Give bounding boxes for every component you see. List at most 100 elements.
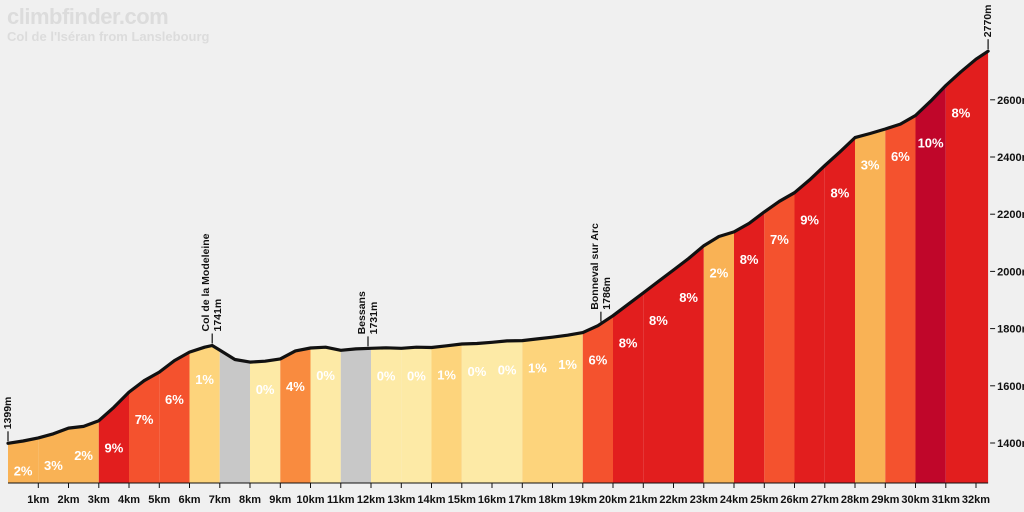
grade-segment-km-10 bbox=[280, 348, 311, 483]
x-tick-label-22: 22km bbox=[659, 494, 687, 506]
x-tick-label-16: 16km bbox=[478, 494, 506, 506]
x-tick-label-2: 2km bbox=[57, 494, 79, 506]
grade-segment-km-14 bbox=[401, 347, 432, 483]
grade-segment-km-1 bbox=[8, 437, 39, 483]
grade-segment-km-26 bbox=[764, 192, 795, 483]
grade-label-km-30: 6% bbox=[891, 149, 910, 164]
waypoint-name-1: Col de la Modeleine bbox=[200, 233, 212, 331]
x-tick-label-24: 24km bbox=[720, 494, 748, 506]
grade-label-km-27: 9% bbox=[800, 213, 819, 228]
x-tick-label-23: 23km bbox=[690, 494, 718, 506]
waypoint-elevation-3: 1786m bbox=[601, 277, 613, 310]
grade-segment-km-8 bbox=[219, 350, 250, 483]
x-tick-label-11: 11km bbox=[327, 494, 355, 506]
x-tick-label-26: 26km bbox=[780, 494, 808, 506]
x-tick-label-21: 21km bbox=[629, 494, 657, 506]
x-tick-label-14: 14km bbox=[417, 494, 445, 506]
grade-label-km-24: 2% bbox=[710, 266, 729, 281]
y-tick-label-0: 1400m bbox=[997, 438, 1024, 450]
y-tick-label-6: 2600m bbox=[997, 95, 1024, 107]
grade-segment-km-17 bbox=[492, 340, 523, 483]
grade-segment-km-22 bbox=[643, 270, 674, 483]
grade-segment-km-21 bbox=[613, 292, 644, 483]
x-tick-label-1: 1km bbox=[27, 494, 49, 506]
grade-segment-km-28 bbox=[824, 137, 855, 483]
grade-segment-km-11 bbox=[310, 347, 341, 483]
grade-segment-km-29 bbox=[855, 129, 886, 483]
grade-segment-km-9 bbox=[250, 358, 281, 483]
grade-label-km-10: 4% bbox=[286, 379, 305, 394]
x-tick-label-19: 19km bbox=[569, 494, 597, 506]
grade-label-km-11: 0% bbox=[316, 368, 335, 383]
waypoint-annotations: 1399m Col de la Modeleine 1741m Bessans 1731… bbox=[2, 4, 994, 442]
waypoint-label-0: 1399m bbox=[2, 397, 14, 430]
x-tick-label-31: 31km bbox=[932, 494, 960, 506]
grade-label-km-9: 0% bbox=[256, 382, 275, 397]
grade-label-km-4: 9% bbox=[105, 441, 124, 456]
grade-label-km-21: 8% bbox=[619, 336, 638, 351]
grade-label-km-26: 7% bbox=[770, 232, 789, 247]
y-axis: 1400m 1600m 1800m 2000m 2200m 2400m 2600m bbox=[990, 95, 1024, 450]
grade-label-km-18: 1% bbox=[528, 361, 547, 376]
grade-segment-km-24 bbox=[703, 231, 734, 483]
x-tick-label-12: 12km bbox=[357, 494, 385, 506]
grade-segment-km-30 bbox=[885, 115, 916, 483]
profile-line-group bbox=[6, 49, 990, 445]
grade-segment-km-3 bbox=[68, 420, 99, 483]
waypoint-label-3: Bonneval sur Arc 1786m bbox=[589, 223, 613, 310]
grade-segment-km-16 bbox=[461, 342, 492, 483]
x-tick-label-20: 20km bbox=[599, 494, 627, 506]
profile-line bbox=[6, 49, 990, 445]
y-tick-label-5: 2400m bbox=[997, 152, 1024, 164]
x-tick-label-13: 13km bbox=[387, 494, 415, 506]
grade-label-km-2: 3% bbox=[44, 458, 63, 473]
grade-segment-km-25 bbox=[734, 211, 765, 483]
y-tick-label-2: 1800m bbox=[997, 324, 1024, 336]
grade-segment-km-5 bbox=[129, 372, 160, 483]
x-axis: 1km 2km 3km 4km 5km 6km 7km 8km 9km 10km 11km 12km 1… bbox=[8, 482, 990, 506]
grade-segment-km-6 bbox=[159, 352, 190, 483]
x-tick-label-9: 9km bbox=[269, 494, 291, 506]
grade-label-km-19: 1% bbox=[558, 357, 577, 372]
grade-label-km-25: 8% bbox=[740, 252, 759, 267]
x-tick-label-30: 30km bbox=[901, 494, 929, 506]
grade-label-km-1: 2% bbox=[14, 463, 33, 478]
grade-segment-km-12 bbox=[340, 348, 371, 483]
grade-segment-km-27 bbox=[794, 165, 825, 483]
x-tick-label-5: 5km bbox=[148, 494, 170, 506]
grade-segment-km-2 bbox=[38, 428, 69, 483]
grade-segment-km-23 bbox=[673, 245, 704, 483]
grade-segment-km-19 bbox=[552, 332, 583, 483]
grade-segments bbox=[8, 51, 989, 483]
grade-label-km-20: 6% bbox=[589, 353, 608, 368]
y-tick-label-4: 2200m bbox=[997, 209, 1024, 221]
waypoint-elevation-0: 1399m bbox=[2, 397, 14, 430]
waypoint-elevation-4: 2770m bbox=[982, 4, 994, 37]
grade-label-km-15: 1% bbox=[437, 368, 456, 383]
grade-label-km-13: 0% bbox=[377, 368, 396, 383]
x-tick-label-27: 27km bbox=[811, 494, 839, 506]
x-tick-label-8: 8km bbox=[239, 494, 261, 506]
grade-label-km-22: 8% bbox=[649, 313, 668, 328]
grade-label-km-14: 0% bbox=[407, 368, 426, 383]
waypoint-elevation-2: 1731m bbox=[368, 302, 380, 335]
waypoint-label-2: Bessans 1731m bbox=[356, 291, 380, 334]
x-tick-label-32: 32km bbox=[962, 494, 990, 506]
waypoint-elevation-1: 1741m bbox=[212, 299, 224, 332]
x-tick-label-7: 7km bbox=[209, 494, 231, 506]
grade-labels: 2% 3% 2% 9% 7% 6% 1% 0% 4% 0% 0% 0% 1% 0% 0% 1% 1% 6% 8% 8%… bbox=[14, 106, 971, 479]
climb-subtitle: Col de l'Iséran from Lanslebourg bbox=[7, 29, 210, 44]
grade-segment-km-7 bbox=[189, 345, 220, 483]
x-tick-label-15: 15km bbox=[448, 494, 476, 506]
site-brand: climbfinder.com bbox=[7, 4, 169, 29]
grade-label-km-28: 8% bbox=[831, 186, 850, 201]
grade-label-km-17: 0% bbox=[498, 362, 517, 377]
grade-label-km-7: 1% bbox=[195, 372, 214, 387]
y-tick-label-3: 2000m bbox=[997, 266, 1024, 278]
y-tick-label-1: 1600m bbox=[997, 381, 1024, 393]
grade-segment-km-15 bbox=[431, 344, 462, 483]
grade-label-km-29: 3% bbox=[861, 158, 880, 173]
x-tick-label-18: 18km bbox=[538, 494, 566, 506]
